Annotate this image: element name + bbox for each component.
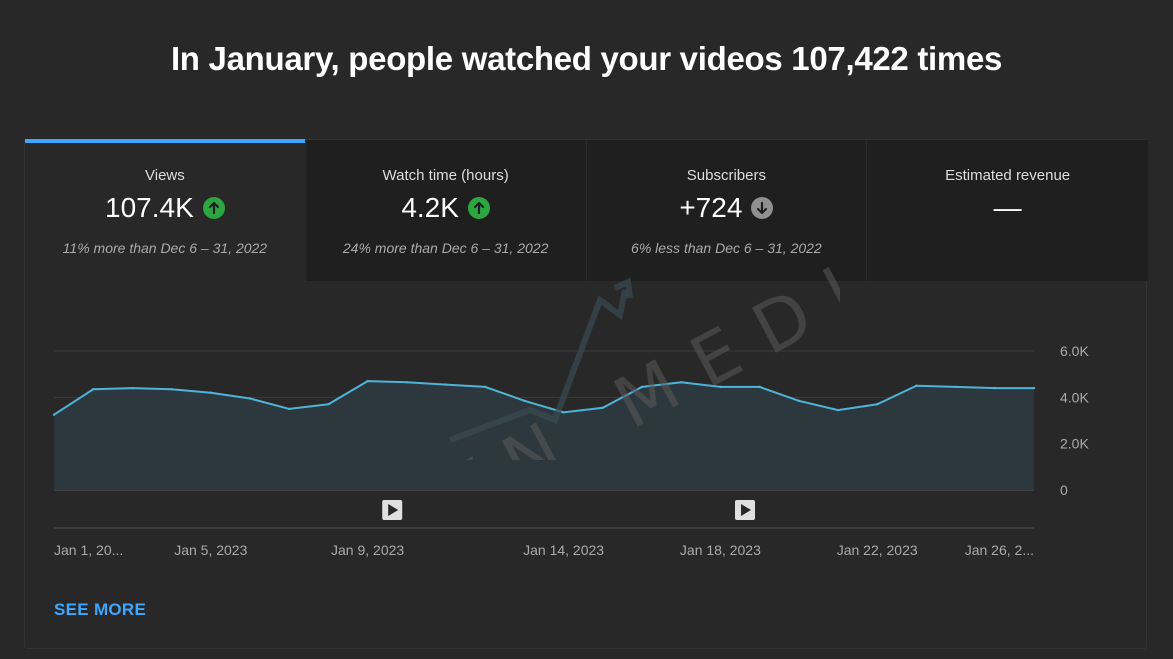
tab-value-row: +724: [587, 192, 867, 224]
data-point: [601, 406, 604, 409]
y-tick-label: 2.0K: [1060, 436, 1089, 452]
y-tick-label: 0: [1060, 482, 1068, 498]
metric-tabs: Views 107.4K 11% more than Dec 6 – 31, 2…: [25, 139, 1148, 281]
data-point: [288, 407, 291, 411]
tab-subscribers[interactable]: Subscribers +724 6% less than Dec 6 – 31…: [586, 140, 868, 281]
trend-up-icon: [202, 197, 225, 219]
tab-value: 107.4K: [105, 192, 194, 223]
page-headline: In January, people watched your videos 1…: [170, 40, 1003, 77]
x-tick-label: Jan 1, 20...: [54, 542, 123, 558]
data-point: [954, 385, 957, 389]
data-point: [876, 403, 879, 406]
data-point: [680, 381, 683, 384]
tab-label: Views: [145, 167, 185, 184]
data-point: [915, 384, 918, 387]
data-point: [523, 399, 526, 403]
data-point: [52, 413, 56, 416]
x-tick-label: Jan 22, 2023: [837, 542, 918, 558]
tab-views[interactable]: Views 107.4K 11% more than Dec 6 – 31, 2…: [25, 139, 306, 281]
data-point: [248, 397, 252, 400]
data-point: [1032, 386, 1036, 390]
tab-value-row: 4.2K: [306, 192, 586, 224]
x-tick-label: Jan 18, 2023: [680, 542, 761, 558]
data-point: [640, 385, 644, 389]
x-tick-label: Jan 26, 2...: [965, 542, 1034, 558]
views-chart: 0 2.0K 4.0K 6.0K Jan 1, 20... Jan 5, 2023 Jan …: [52, 343, 1089, 558]
data-point: [170, 388, 173, 391]
tab-label: Estimated revenue: [945, 167, 1071, 184]
data-point: [562, 411, 565, 414]
y-tick-label: 6.0K: [1060, 343, 1089, 359]
tab-watch-time[interactable]: Watch time (hours) 4.2K 24% more than De…: [305, 140, 587, 281]
tab-label: Watch time (hours): [382, 167, 509, 184]
video-marker-play-icon[interactable]: [735, 500, 755, 520]
data-point: [797, 399, 800, 403]
data-point: [131, 386, 134, 390]
data-point: [444, 383, 448, 386]
data-point: [758, 385, 761, 389]
tab-value-row: 107.4K: [25, 192, 305, 224]
tab-compare-text: 11% more than Dec 6 – 31, 2022: [62, 240, 268, 256]
x-tick-label: Jan 9, 2023: [331, 542, 404, 558]
data-point: [484, 385, 487, 389]
trend-down-icon: [751, 197, 774, 219]
data-point: [719, 385, 722, 389]
tab-value: +724: [679, 192, 743, 223]
data-point: [366, 379, 369, 383]
tab-value: —: [993, 192, 1022, 223]
data-point: [993, 386, 996, 390]
tab-compare-text: 24% more than Dec 6 – 31, 2022: [342, 240, 549, 256]
tab-label: Subscribers: [686, 167, 766, 184]
data-point: [836, 408, 840, 412]
data-point: [327, 403, 330, 406]
y-tick-label: 4.0K: [1060, 389, 1089, 405]
data-point: [92, 388, 95, 391]
data-point: [209, 391, 212, 394]
x-tick-label: Jan 14, 2023: [523, 542, 604, 558]
trend-up-icon: [467, 197, 490, 219]
tab-estimated-revenue[interactable]: Estimated revenue —: [867, 140, 1148, 281]
x-tick-label: Jan 5, 2023: [174, 542, 247, 558]
tab-value: 4.2K: [401, 192, 459, 223]
tab-value-row: —: [867, 192, 1148, 224]
video-marker-play-icon[interactable]: [382, 500, 403, 520]
tab-compare-text: 6% less than Dec 6 – 31, 2022: [631, 240, 822, 256]
see-more-link[interactable]: SEE MORE: [54, 600, 147, 619]
data-point: [405, 381, 408, 384]
